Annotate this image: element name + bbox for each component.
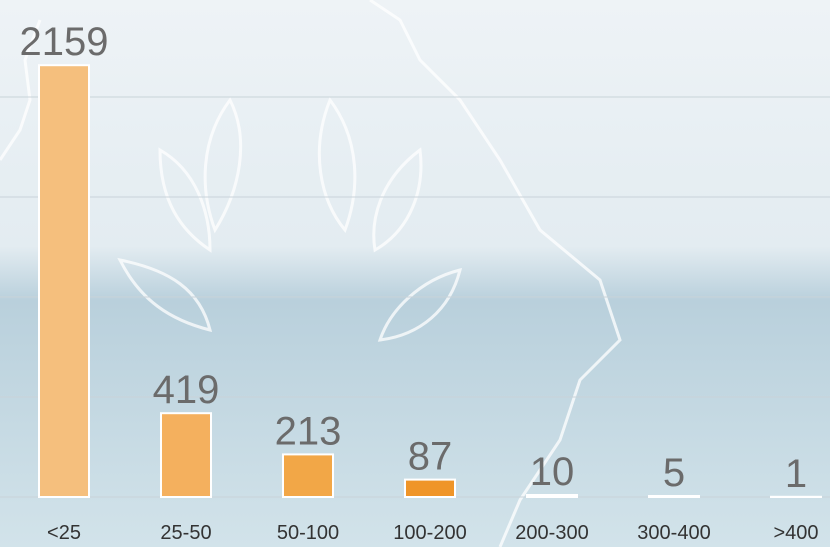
value-label: 213 — [275, 409, 342, 453]
value-label: 87 — [408, 435, 453, 479]
bar — [283, 454, 333, 497]
x-tick-label: 25-50 — [160, 522, 211, 544]
x-tick-label: 200-300 — [515, 522, 588, 544]
x-tick-label: 50-100 — [277, 522, 339, 544]
value-label: 5 — [663, 451, 685, 495]
value-label: 2159 — [20, 20, 109, 64]
bar — [527, 495, 577, 497]
x-tick-label: 100-200 — [393, 522, 466, 544]
value-label: 419 — [153, 368, 220, 412]
bar — [649, 496, 699, 497]
bar — [39, 65, 89, 497]
bar — [405, 480, 455, 497]
page: {"chart_data": {"type": "bar", "categori… — [0, 0, 830, 547]
chart: 2159 <25 419 25-50 213 50-100 87 100-200 10 200-3… — [0, 0, 830, 547]
value-label: 10 — [530, 450, 575, 494]
x-tick-label: >400 — [773, 522, 818, 544]
bar — [161, 413, 211, 497]
value-label: 1 — [785, 452, 807, 496]
x-tick-label: <25 — [47, 522, 81, 544]
x-tick-label: 300-400 — [637, 522, 710, 544]
